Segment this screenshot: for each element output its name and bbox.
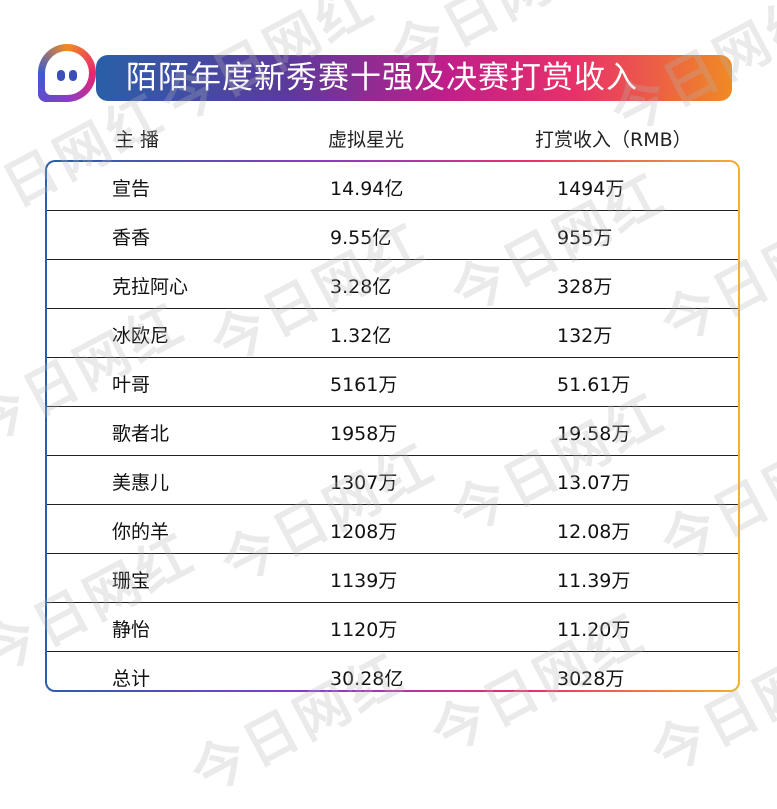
- streamer-name: 珊宝: [112, 570, 151, 592]
- virtual-stars: 3.28亿: [330, 276, 392, 298]
- virtual-stars: 1120万: [330, 619, 398, 641]
- income: 955万: [557, 227, 613, 249]
- income: 19.58万: [557, 423, 631, 445]
- streamer-name: 总计: [112, 668, 151, 690]
- virtual-stars: 1307万: [330, 472, 398, 494]
- income: 3028万: [557, 668, 625, 690]
- virtual-stars: 9.55亿: [330, 227, 392, 249]
- table-row: 宣告 14.94亿 1494万: [47, 162, 738, 211]
- income: 11.20万: [557, 619, 631, 641]
- table-row: 美惠儿 1307万 13.07万: [47, 456, 738, 505]
- income: 13.07万: [557, 472, 631, 494]
- virtual-stars: 14.94亿: [330, 178, 404, 200]
- income: 1494万: [557, 178, 625, 200]
- virtual-stars: 5161万: [330, 374, 398, 396]
- streamer-name: 冰欧尼: [112, 325, 170, 347]
- streamer-name: 香香: [112, 227, 151, 249]
- table-row: 歌者北 1958万 19.58万: [47, 407, 738, 456]
- table-row: 你的羊 1208万 12.08万: [47, 505, 738, 554]
- momo-logo-icon: [38, 44, 96, 102]
- virtual-stars: 1208万: [330, 521, 398, 543]
- streamer-name: 歌者北: [112, 423, 170, 445]
- table-row: 总计 30.28亿 3028万: [47, 652, 738, 690]
- table-row: 克拉阿心 3.28亿 328万: [47, 260, 738, 309]
- table-row: 冰欧尼 1.32亿 132万: [47, 309, 738, 358]
- streamer-name: 克拉阿心: [112, 276, 189, 298]
- virtual-stars: 1139万: [330, 570, 398, 592]
- header-virtual-stars: 虚拟星光: [328, 129, 405, 151]
- streamer-name: 你的羊: [112, 521, 170, 543]
- income: 12.08万: [557, 521, 631, 543]
- income: 11.39万: [557, 570, 631, 592]
- table-row: 香香 9.55亿 955万: [47, 211, 738, 260]
- streamer-name: 宣告: [112, 178, 151, 200]
- page-title: 陌陌年度新秀赛十强及决赛打赏收入: [96, 55, 732, 101]
- streamer-name: 静怡: [112, 619, 151, 641]
- income: 51.61万: [557, 374, 631, 396]
- table-row: 静怡 1120万 11.20万: [47, 603, 738, 652]
- income-table: 宣告 14.94亿 1494万香香 9.55亿 955万克拉阿心 3.28亿 328万冰欧尼…: [45, 160, 740, 692]
- table-row: 珊宝 1139万 11.39万: [47, 554, 738, 603]
- streamer-name: 叶哥: [112, 374, 151, 396]
- virtual-stars: 1958万: [330, 423, 398, 445]
- table-row: 叶哥 5161万 51.61万: [47, 358, 738, 407]
- virtual-stars: 30.28亿: [330, 668, 404, 690]
- income: 328万: [557, 276, 613, 298]
- header-income: 打赏收入（RMB）: [535, 129, 692, 151]
- income: 132万: [557, 325, 613, 347]
- header-streamer: 主 播: [115, 129, 160, 151]
- virtual-stars: 1.32亿: [330, 325, 392, 347]
- streamer-name: 美惠儿: [112, 472, 170, 494]
